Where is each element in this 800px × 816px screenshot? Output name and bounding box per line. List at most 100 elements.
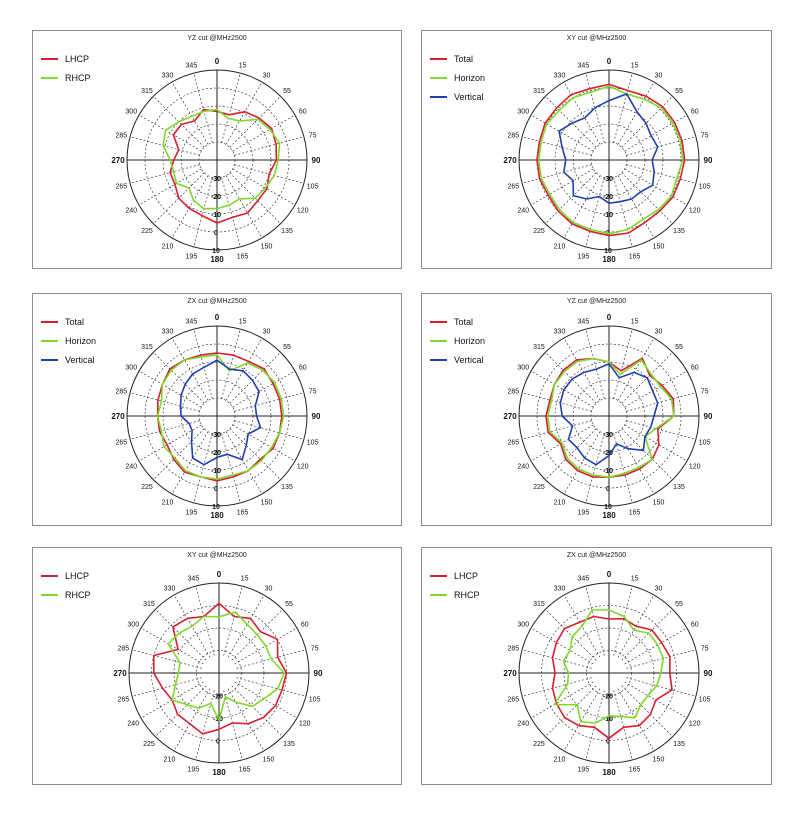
grid-spoke bbox=[234, 420, 305, 440]
legend-label: RHCP bbox=[454, 589, 480, 600]
angle-label: 165 bbox=[239, 767, 251, 774]
series-line-vertical bbox=[559, 363, 659, 466]
legend-label: Horizon bbox=[454, 335, 486, 346]
angle-label: 285 bbox=[508, 645, 520, 652]
grid-spoke bbox=[195, 690, 215, 761]
legend-item-lhcp: LHCP bbox=[41, 49, 91, 68]
series-line-vertical bbox=[179, 359, 262, 466]
chart-title: XY cut @MHz2500 bbox=[187, 552, 247, 559]
polar-plot: -30 -20 -10 0 10 0 15 30 55 60 75 90 105 120 135 150 165… bbox=[503, 313, 713, 520]
angle-label: 210 bbox=[164, 757, 176, 764]
angle-label: 270 bbox=[503, 156, 517, 165]
angle-label: 270 bbox=[503, 669, 517, 678]
angle-label: 75 bbox=[311, 645, 319, 652]
angle-label: 165 bbox=[237, 254, 249, 261]
grid-spoke bbox=[221, 433, 241, 504]
chart-panel-yz-components: YZ cut @MHz2500 Total Horizon Vertical -… bbox=[421, 293, 772, 526]
legend-item-total: Total bbox=[41, 312, 96, 331]
grid-spoke bbox=[613, 585, 633, 656]
angle-label: 330 bbox=[554, 328, 566, 335]
angle-label: 330 bbox=[162, 328, 174, 335]
legend-swatch bbox=[430, 95, 447, 98]
series-line-rhcp bbox=[162, 108, 281, 210]
grid-spoke bbox=[624, 627, 688, 665]
grid-spoke bbox=[232, 370, 296, 408]
grid-spoke bbox=[129, 136, 200, 156]
grid-spoke bbox=[521, 420, 592, 440]
angle-label: 345 bbox=[578, 62, 590, 69]
angle-label: 30 bbox=[655, 328, 663, 335]
angle-label: 120 bbox=[689, 721, 701, 728]
radial-tick-label: -10 bbox=[603, 716, 613, 723]
radial-tick-label: -20 bbox=[211, 194, 221, 201]
legend-item-vertical: Vertical bbox=[430, 350, 485, 369]
grid-spoke bbox=[227, 594, 265, 658]
grid-spoke bbox=[617, 81, 655, 145]
legend-label: Vertical bbox=[65, 354, 95, 365]
angle-label: 60 bbox=[299, 109, 307, 116]
series-line-lhcp bbox=[153, 602, 288, 735]
grid-spoke bbox=[221, 177, 241, 248]
grid-spoke bbox=[234, 681, 298, 719]
legend-item-total: Total bbox=[430, 312, 485, 331]
angle-label: 105 bbox=[699, 697, 711, 704]
legend-label: Total bbox=[454, 53, 474, 64]
series-line-rhcp bbox=[553, 609, 665, 724]
chart-legend: Total Horizon Vertical bbox=[430, 49, 485, 106]
angle-label: 180 bbox=[212, 768, 226, 777]
angle-label: 180 bbox=[210, 255, 224, 264]
grid-spoke bbox=[626, 420, 697, 440]
angle-label: 60 bbox=[691, 109, 699, 116]
legend-swatch bbox=[430, 593, 447, 596]
legend-label: RHCP bbox=[65, 72, 91, 83]
angle-label: 30 bbox=[655, 585, 663, 592]
angle-label: 120 bbox=[689, 208, 701, 215]
angle-label: 225 bbox=[141, 484, 153, 491]
angle-label: 240 bbox=[125, 208, 137, 215]
angle-label: 150 bbox=[653, 500, 665, 507]
angle-label: 30 bbox=[655, 72, 663, 79]
angle-label: 55 bbox=[675, 344, 683, 351]
legend-label: Total bbox=[65, 316, 85, 327]
grid-spoke bbox=[621, 609, 673, 661]
radial-tick-label: -20 bbox=[211, 450, 221, 457]
angle-label: 90 bbox=[314, 669, 323, 678]
angle-label: 225 bbox=[143, 741, 155, 748]
radial-tick-label: -30 bbox=[603, 432, 613, 439]
radial-tick-label: -20 bbox=[213, 694, 223, 701]
grid-spoke bbox=[530, 627, 594, 665]
angle-label: 60 bbox=[691, 622, 699, 629]
legend-swatch bbox=[430, 57, 447, 60]
chart-legend: LHCP RHCP bbox=[41, 49, 91, 87]
angle-label: 300 bbox=[517, 622, 529, 629]
angle-label: 300 bbox=[517, 109, 529, 116]
angle-label: 135 bbox=[673, 228, 685, 235]
chart-title: XY cut @MHz2500 bbox=[566, 35, 627, 42]
angle-label: 135 bbox=[673, 741, 685, 748]
angle-label: 270 bbox=[111, 156, 125, 165]
angle-label: 60 bbox=[299, 365, 307, 372]
grid-spoke bbox=[624, 370, 688, 408]
angle-label: 240 bbox=[517, 464, 529, 471]
legend-item-vertical: Vertical bbox=[41, 350, 96, 369]
grid-spoke bbox=[193, 328, 213, 399]
angle-label: 105 bbox=[309, 697, 321, 704]
legend-label: Vertical bbox=[454, 91, 484, 102]
angle-label: 15 bbox=[241, 575, 249, 582]
angle-label: 75 bbox=[701, 645, 709, 652]
series-line-lhcp bbox=[169, 108, 278, 224]
legend-swatch bbox=[41, 574, 58, 577]
chart-panel-xy-circular: XY cut @MHz2500 LHCP RHCP -20 -10 0 0 15 30 55… bbox=[32, 547, 402, 785]
grid-spoke bbox=[545, 685, 597, 737]
angle-label: 75 bbox=[309, 132, 317, 139]
legend-swatch bbox=[430, 358, 447, 361]
angle-label: 180 bbox=[602, 511, 616, 520]
grid-spoke bbox=[232, 114, 296, 152]
legend-item-horizon: Horizon bbox=[430, 68, 485, 87]
legend-swatch bbox=[41, 358, 58, 361]
angle-label: 55 bbox=[283, 88, 291, 95]
angle-label: 270 bbox=[111, 412, 125, 421]
grid-spoke bbox=[140, 627, 204, 665]
angle-label: 195 bbox=[186, 254, 198, 261]
radial-tick-label: -20 bbox=[603, 694, 613, 701]
